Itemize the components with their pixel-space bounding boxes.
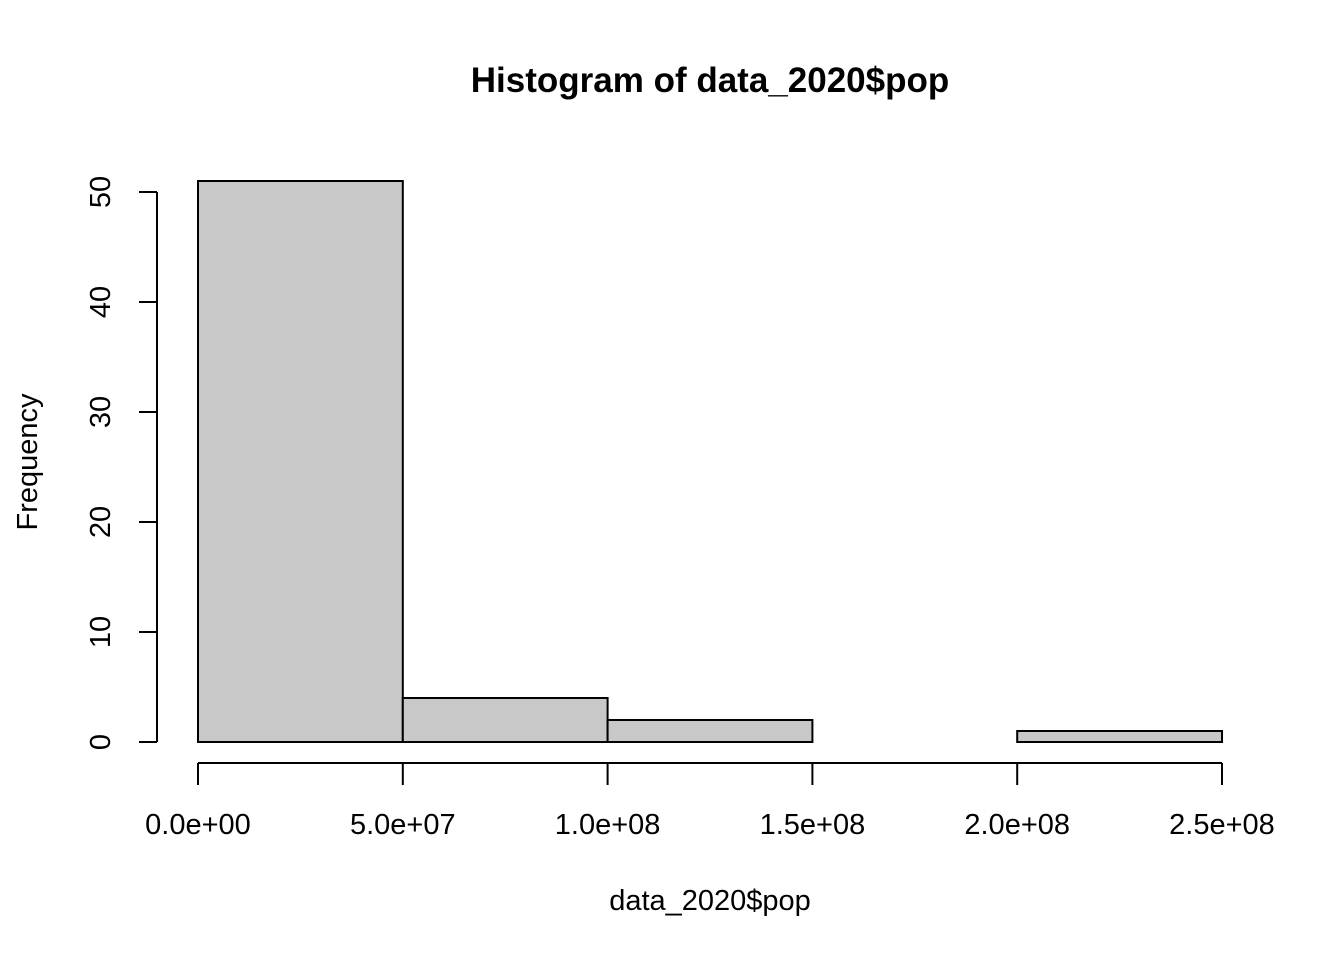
x-tick-label-2: 1.0e+08 bbox=[555, 809, 661, 841]
histogram-bar-4 bbox=[1016, 730, 1224, 743]
y-tick-label-2: 20 bbox=[85, 506, 117, 538]
x-axis: 0.0e+00 5.0e+07 1.0e+08 1.5e+08 2.0e+08 2.5e+… bbox=[145, 762, 1275, 841]
histogram-bar-1 bbox=[401, 697, 609, 743]
bars-group bbox=[197, 180, 1224, 743]
histogram-bar-2 bbox=[606, 719, 814, 743]
y-axis: 0 10 20 30 40 50 bbox=[85, 176, 158, 750]
x-tick-label-5: 2.5e+08 bbox=[1169, 809, 1275, 841]
y-tick-label-1: 10 bbox=[85, 616, 117, 648]
y-tick-label-3: 30 bbox=[85, 396, 117, 428]
y-tick-label-4: 40 bbox=[85, 286, 117, 318]
x-tick-label-1: 5.0e+07 bbox=[350, 809, 456, 841]
y-tick-label-5: 50 bbox=[85, 176, 117, 208]
chart-title: Histogram of data_2020$pop bbox=[471, 61, 949, 100]
x-axis-label: data_2020$pop bbox=[609, 885, 811, 917]
x-tick-label-0: 0.0e+00 bbox=[145, 809, 251, 841]
x-tick-label-4: 2.0e+08 bbox=[964, 809, 1070, 841]
histogram-bar-0 bbox=[197, 180, 404, 743]
x-tick-label-3: 1.5e+08 bbox=[760, 809, 866, 841]
y-tick-label-0: 0 bbox=[85, 734, 117, 750]
y-axis-label: Frequency bbox=[12, 393, 44, 531]
